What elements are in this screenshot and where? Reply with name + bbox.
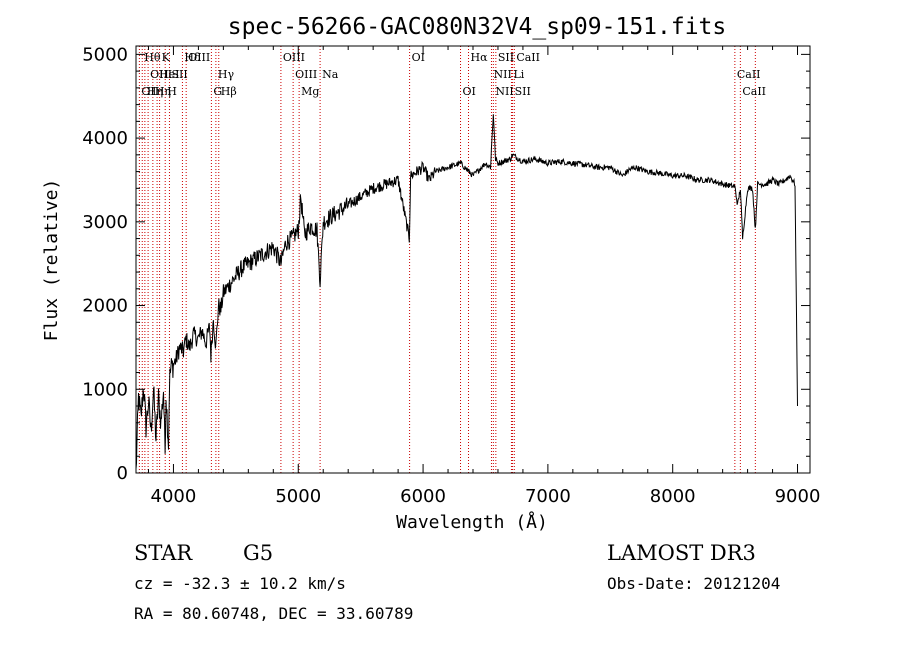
spectral-line-label: CaII xyxy=(737,68,761,81)
redshift-cz: cz = -32.3 ± 10.2 km/s xyxy=(134,574,346,593)
spectral-line-label: Hγ xyxy=(218,68,235,81)
observation-date: Obs-Date: 20121204 xyxy=(607,574,780,593)
y-tick-label: 3000 xyxy=(82,212,128,233)
y-tick-label: 1000 xyxy=(82,379,128,400)
y-axis-label: Flux (relative) xyxy=(41,179,62,342)
spectral-line-label: Hδ xyxy=(184,51,201,64)
spectral-line-label: CaII xyxy=(742,85,766,98)
spectral-line-label: OIII xyxy=(188,51,210,64)
spectral-line-label: SII xyxy=(515,85,531,98)
spectral-line-label: Hβ xyxy=(221,85,237,98)
spectral-line-label: CaII xyxy=(516,51,540,64)
spectral-line-label: G xyxy=(213,85,222,98)
plot-frame xyxy=(135,45,811,474)
spectral-line-label: Hα xyxy=(471,51,489,64)
x-tick-label: 7000 xyxy=(525,486,571,507)
spectral-line-label: OIII xyxy=(150,68,172,81)
spectral-line-label: Mg xyxy=(301,85,319,98)
spectral-line-label: K xyxy=(162,51,171,64)
spectral-line-label: NII xyxy=(493,68,511,81)
spectral-line-label: SII xyxy=(498,51,514,64)
spectral-line-label: SII xyxy=(171,68,187,81)
x-axis-label: Wavelength (Å) xyxy=(396,511,548,533)
spectral-line-markers xyxy=(138,46,756,473)
spectral-line-label: Hθ xyxy=(144,51,161,64)
y-tick-label: 4000 xyxy=(82,128,128,149)
y-tick-label: 2000 xyxy=(82,296,128,317)
spectrum-series-line xyxy=(135,114,798,469)
spectral-line-label: OIII xyxy=(283,51,305,64)
spectral-line-label: OIII xyxy=(295,68,317,81)
y-tick-label: 5000 xyxy=(82,44,128,65)
spectral-line-label: NII xyxy=(495,85,513,98)
x-tick-label: 8000 xyxy=(650,486,696,507)
x-tick-label: 6000 xyxy=(400,486,446,507)
spectral-line-labels: OIIHθHηOIIIHηHeIKHSIIHδOIIIGHγHβOIIIOIII… xyxy=(141,51,766,98)
spectral-line-label: HeI xyxy=(159,68,179,81)
object-class: STAR xyxy=(134,541,193,565)
axis-ticks: 4000 5000 6000 7000 8000 9000 0 1000 2000 3000 400… xyxy=(82,44,820,507)
y-tick-label: 0 xyxy=(117,463,128,484)
spectral-line-label: Hη xyxy=(147,85,163,98)
spectral-line-label: Hη xyxy=(155,85,171,98)
spectral-line-label: OI xyxy=(412,51,425,64)
x-tick-label: 4000 xyxy=(151,486,197,507)
spectral-line-label: OII xyxy=(141,85,159,98)
chart-title: spec-56266-GAC080N32V4_sp09-151.fits xyxy=(228,14,727,40)
survey-name: LAMOST DR3 xyxy=(607,541,756,565)
spectral-subclass: G5 xyxy=(243,541,273,565)
spectral-line-label: Na xyxy=(322,68,339,81)
x-tick-label: 5000 xyxy=(275,486,321,507)
spectral-line-label: OI xyxy=(463,85,476,98)
ra-dec-coordinates: RA = 80.60748, DEC = 33.60789 xyxy=(134,604,413,623)
spectral-line-label: Li xyxy=(513,68,524,81)
x-tick-label: 9000 xyxy=(775,486,821,507)
spectral-line-label: H xyxy=(167,85,177,98)
